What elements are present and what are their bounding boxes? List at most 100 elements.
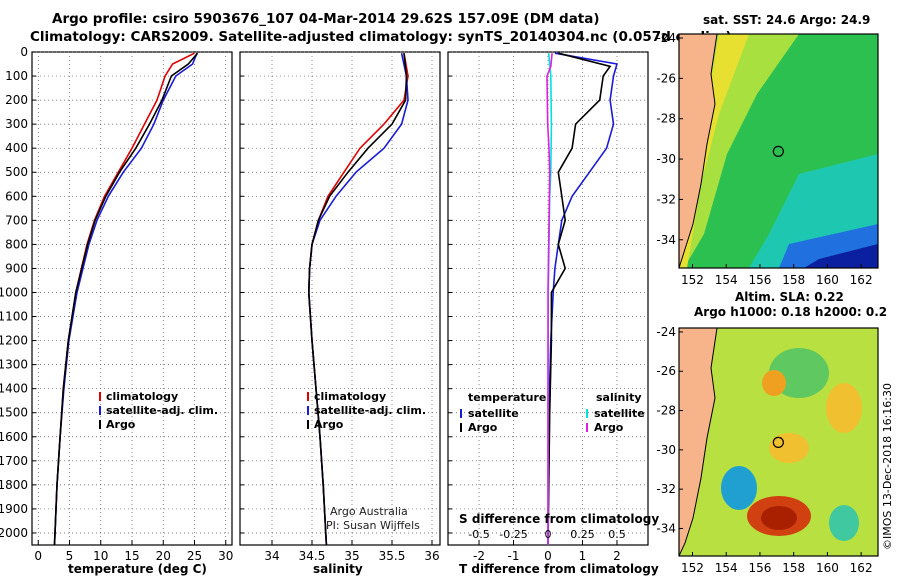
s-diff-tick-label: 0.25 xyxy=(570,528,595,541)
sla-map-low-anomaly xyxy=(829,505,859,541)
sla-map-subtitle: Argo h1000: 0.18 h2000: 0.2 xyxy=(694,305,888,319)
sst-map-tick-label-x: 158 xyxy=(782,273,805,287)
sst-map-land xyxy=(679,34,717,268)
sla-map-tick-label-x: 154 xyxy=(715,561,738,575)
sst-map-warmest-band xyxy=(679,34,749,268)
sla-map-high-anomaly xyxy=(826,383,862,433)
sst-map-coldest-water xyxy=(804,244,878,268)
temperature-axis-label: temperature (deg C) xyxy=(68,562,207,576)
diff-legend-sal-title: salinity xyxy=(596,391,642,404)
sst-map-frame xyxy=(678,33,879,269)
depth-tick-label: 800 xyxy=(5,237,28,251)
temp-legend-label: climatology xyxy=(106,390,178,403)
diff-tick-label-x: 0 xyxy=(544,549,552,563)
diff-series-line-1 xyxy=(547,52,612,546)
plot-title-line-1: Argo profile: csiro 5903676_107 04-Mar-2… xyxy=(52,11,600,27)
temp-tick-label-x: 5 xyxy=(66,549,74,563)
sla-map-high-anomaly xyxy=(761,506,797,530)
depth-tick-label: 400 xyxy=(5,141,28,155)
depth-tick-label: 1700 xyxy=(0,454,28,468)
depth-tick-label: 1200 xyxy=(0,334,28,348)
sla-map-frame xyxy=(678,327,879,557)
sla-map-float-marker xyxy=(772,436,784,448)
sst-map-tick-label-x: 152 xyxy=(681,273,704,287)
sst-map-tick-label-x: 156 xyxy=(748,273,771,287)
temp-tick-label-x: 20 xyxy=(156,549,171,563)
depth-tick-label: 1400 xyxy=(0,382,28,396)
sla-map-tick-label-x: 152 xyxy=(681,561,704,575)
sst-map-tick-label-y: -32 xyxy=(656,192,676,206)
depth-tick-label: 0 xyxy=(20,45,28,59)
sst-map-tick-label-y: -30 xyxy=(656,152,676,166)
sal-tick-label-x: 36 xyxy=(424,549,439,563)
sal-legend-label: Argo xyxy=(314,418,344,431)
temp-tick-label-x: 15 xyxy=(124,549,139,563)
sla-map-coastline xyxy=(678,327,718,557)
temp-series-line-2 xyxy=(53,52,199,546)
sal-panel-frame xyxy=(239,51,441,546)
sla-map-land xyxy=(679,328,717,556)
s-difference-axis-label: S difference from climatology xyxy=(459,512,660,526)
depth-tick-label: 500 xyxy=(5,165,28,179)
temp-legend-label: Argo xyxy=(106,418,136,431)
depth-tick-label: 1000 xyxy=(0,285,28,299)
diff-legend-temp-title: temperature xyxy=(468,391,546,404)
sst-map-tick-label-x: 154 xyxy=(715,273,738,287)
sla-map-tick-label-y: -32 xyxy=(656,482,676,496)
temp-panel-frame xyxy=(31,51,233,546)
depth-tick-label: 1100 xyxy=(0,310,28,324)
imos-timestamp: ©IMOS 13-Dec-2018 16:16:30 xyxy=(881,383,894,550)
depth-tick-label: 700 xyxy=(5,213,28,227)
sst-map-tick-label-y: -34 xyxy=(656,233,676,247)
diff-tick-label-x: 2 xyxy=(613,549,621,563)
sal-tick-label-x: 35.5 xyxy=(379,549,406,563)
sal-tick-label-x: 34.5 xyxy=(299,549,326,563)
temp-legend-label: satellite-adj. clim. xyxy=(106,404,218,417)
depth-tick-label: 200 xyxy=(5,93,28,107)
sla-map-tick-label-x: 156 xyxy=(748,561,771,575)
sst-map-tick-label-x: 160 xyxy=(816,273,839,287)
sal-legend-label: satellite-adj. clim. xyxy=(314,404,426,417)
depth-tick-label: 300 xyxy=(5,117,28,131)
temp-tick-label-x: 30 xyxy=(218,549,233,563)
temp-tick-label-x: 0 xyxy=(34,549,42,563)
sal-tick-label-x: 35 xyxy=(344,549,359,563)
credit-pi-name: PI: Susan Wijffels xyxy=(326,519,420,532)
sst-map-float-marker xyxy=(772,145,784,158)
sla-map-tick-label-x: 160 xyxy=(816,561,839,575)
sla-map-low-anomaly xyxy=(721,466,757,510)
diff-legend-temp-label: satellite xyxy=(468,407,519,420)
s-diff-tick-label: 0 xyxy=(545,528,552,541)
salinity-axis-label: salinity xyxy=(313,562,363,576)
diff-tick-label-x: 1 xyxy=(579,549,587,563)
sst-map-tick-label-x: 162 xyxy=(850,273,873,287)
depth-tick-label: 900 xyxy=(5,261,28,275)
sal-series-line-2 xyxy=(307,53,408,546)
diff-series-line-3 xyxy=(546,53,553,545)
sla-map-tick-label-y: -26 xyxy=(656,364,676,378)
sla-map-tick-label-x: 158 xyxy=(782,561,805,575)
temp-tick-label-x: 25 xyxy=(187,549,202,563)
t-difference-axis-label: T difference from climatology xyxy=(459,562,659,576)
sst-map-tick-label-y: -28 xyxy=(656,112,676,126)
depth-tick-label: 1900 xyxy=(0,502,28,516)
sal-legend-label: climatology xyxy=(314,390,386,403)
diff-tick-label-x: -2 xyxy=(473,549,485,563)
sst-map-title: sat. SST: 24.6 Argo: 24.9 xyxy=(703,13,871,27)
sla-map-tick-label-y: -28 xyxy=(656,404,676,418)
diff-legend-temp-label: Argo xyxy=(468,421,498,434)
sla-map-high-anomaly xyxy=(762,370,786,396)
sla-map-tick-label-x: 162 xyxy=(850,561,873,575)
s-diff-tick-label: -0.25 xyxy=(499,528,527,541)
s-diff-tick-label: 0.5 xyxy=(608,528,626,541)
credit-argo-australia: Argo Australia xyxy=(330,505,408,518)
depth-tick-label: 1500 xyxy=(0,406,28,420)
s-diff-tick-label: -0.5 xyxy=(468,528,489,541)
sst-map-coastline xyxy=(678,33,718,269)
depth-tick-label: 1300 xyxy=(0,358,28,372)
sal-tick-label-x: 34 xyxy=(264,549,279,563)
depth-tick-label: 100 xyxy=(5,69,28,83)
diff-tick-label-x: -1 xyxy=(508,549,520,563)
sst-map-tick-label-y: -26 xyxy=(656,71,676,85)
